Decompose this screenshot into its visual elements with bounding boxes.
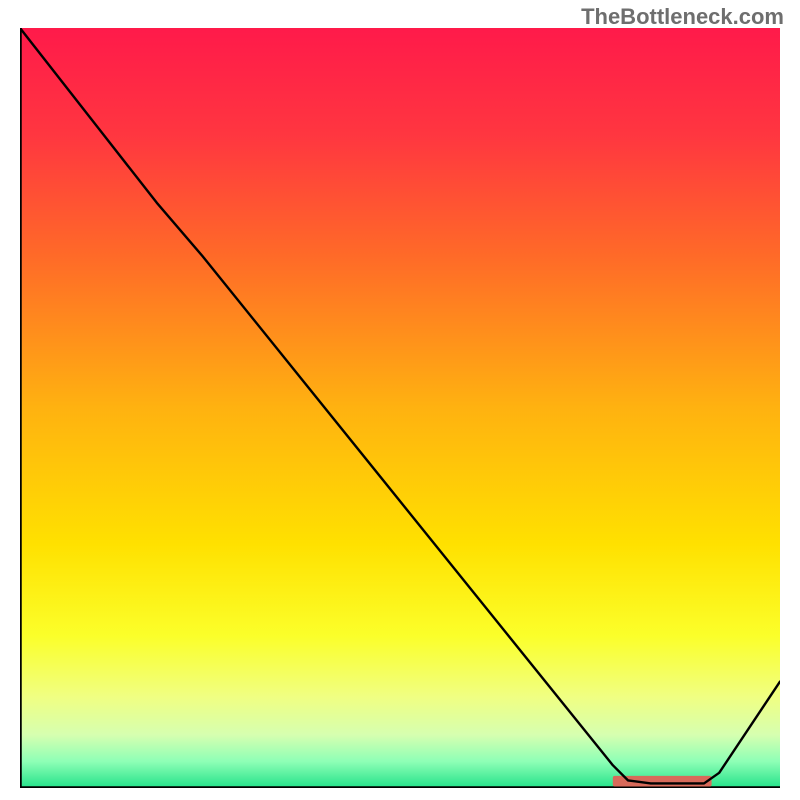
chart-container: TheBottleneck.com [0, 0, 800, 800]
chart-svg [20, 28, 780, 788]
gradient-background [20, 28, 780, 788]
plot-area [20, 28, 780, 788]
watermark-text: TheBottleneck.com [581, 4, 784, 30]
